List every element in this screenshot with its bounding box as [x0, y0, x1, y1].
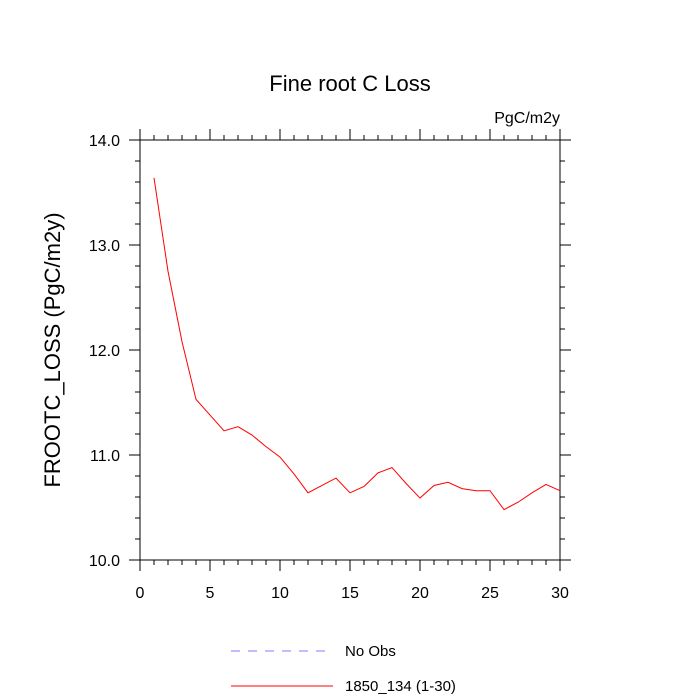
series-group: [153, 177, 561, 511]
y-axis-label: FROOTC_LOSS (PgC/m2y): [40, 212, 65, 487]
units-label: PgC/m2y: [494, 110, 560, 127]
x-tick-label: 5: [206, 585, 215, 602]
x-tick-label: 30: [551, 585, 569, 602]
x-tick-label: 20: [411, 585, 429, 602]
y-tick-label: 10.0: [89, 553, 120, 570]
axis-ticks: [129, 129, 571, 571]
x-tick-label: 15: [341, 585, 359, 602]
legend: No Obs 1850_134 (1-30): [231, 643, 456, 695]
legend-label: 1850_134 (1-30): [345, 678, 456, 695]
x-tick-label: 25: [481, 585, 499, 602]
chart-title: Fine root C Loss: [269, 71, 430, 96]
y-tick-label: 13.0: [89, 238, 120, 255]
series-line: [153, 177, 561, 511]
y-tick-label: 14.0: [89, 133, 120, 150]
x-tick-label: 0: [136, 585, 145, 602]
plot-frame: [139, 139, 561, 561]
x-tick-label: 10: [271, 585, 289, 602]
legend-label: No Obs: [345, 643, 396, 660]
y-tick-label: 12.0: [89, 343, 120, 360]
y-tick-label: 11.0: [90, 448, 120, 465]
axis-tick-labels: 0 5 10 15 20 25 30 10.0 11.0 12.0 13.0 14.0: [89, 133, 569, 602]
